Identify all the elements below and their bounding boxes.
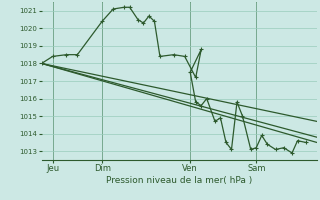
X-axis label: Pression niveau de la mer( hPa ): Pression niveau de la mer( hPa ) — [106, 176, 252, 185]
